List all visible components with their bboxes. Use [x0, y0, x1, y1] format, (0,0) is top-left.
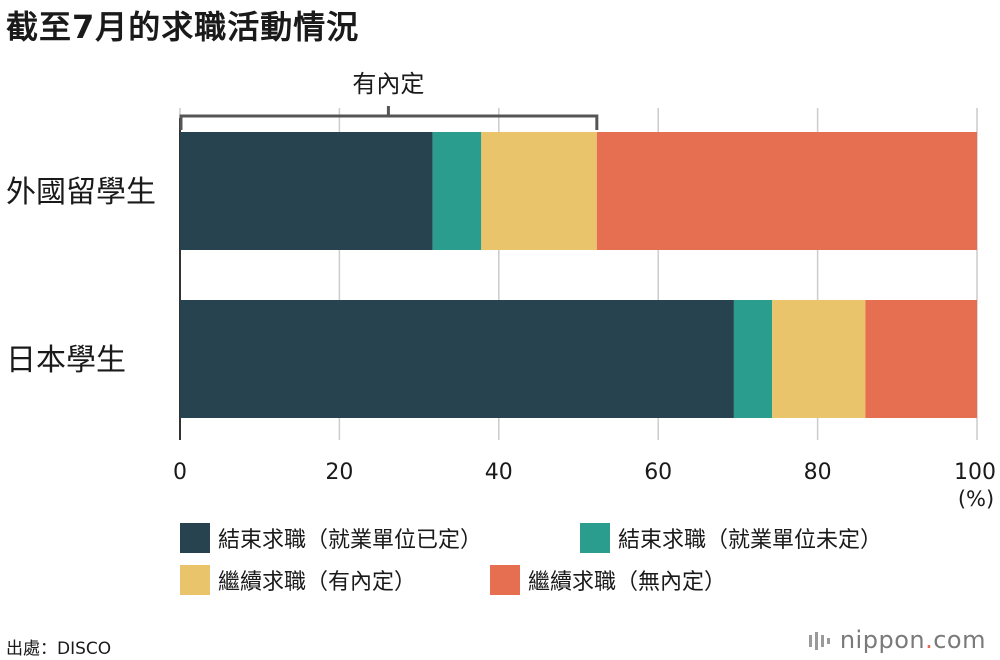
x-tick-label: 0	[173, 460, 187, 485]
unit-label: (%)	[958, 487, 994, 511]
legend-label-4: 繼續求職（無內定）	[528, 570, 727, 595]
logo-bars-icon	[808, 632, 830, 650]
chart-title: 截至7月的求職活動情況	[6, 8, 360, 46]
legend-item-4: 繼續求職（無內定）	[490, 564, 726, 596]
legend-item-3: 繼續求職（有內定）	[180, 564, 416, 596]
bracket-label: 有內定	[352, 70, 424, 98]
bars	[180, 132, 977, 418]
x-tick-label: 60	[644, 460, 672, 485]
bar-segment	[865, 300, 977, 418]
brand-name: nippon	[839, 626, 926, 654]
category-label: 外國留學生	[6, 175, 156, 210]
category-label: 日本學生	[6, 343, 126, 378]
bracket-annotation: 有內定	[179, 70, 599, 130]
legend-label-3: 繼續求職（有內定）	[218, 570, 417, 595]
legend-item-1: 結束求職（就業單位已定）	[180, 522, 482, 554]
legend-swatch-4	[490, 565, 520, 595]
brand-dot: .	[925, 626, 934, 654]
legend-item-2: 結束求職（就業單位未定）	[580, 522, 882, 554]
bracket-line	[179, 106, 599, 130]
x-tick-labels: 0 20 40 60 80 100	[173, 460, 996, 485]
legend-swatch-1	[180, 523, 210, 553]
source-note: 出處：DISCO	[6, 639, 112, 659]
x-tick-label: 100	[954, 460, 996, 485]
brand-tld: com	[933, 626, 986, 654]
bar-segment	[432, 132, 482, 250]
x-tick-label: 40	[485, 460, 513, 485]
bar-segment	[481, 132, 597, 250]
bar-segment	[180, 132, 433, 250]
x-tick-label: 80	[804, 460, 832, 485]
brand-logo: nippon.com	[808, 626, 986, 654]
bar-segment	[772, 300, 866, 418]
bar-segment	[733, 300, 773, 418]
bar-segment	[596, 132, 977, 250]
legend-label-1: 結束求職（就業單位已定）	[218, 528, 483, 553]
x-tick-label: 20	[325, 460, 353, 485]
bar-segment	[180, 300, 734, 418]
legend-swatch-2	[580, 523, 610, 553]
legend-label-2: 結束求職（就業單位未定）	[618, 528, 883, 553]
legend-swatch-3	[180, 565, 210, 595]
